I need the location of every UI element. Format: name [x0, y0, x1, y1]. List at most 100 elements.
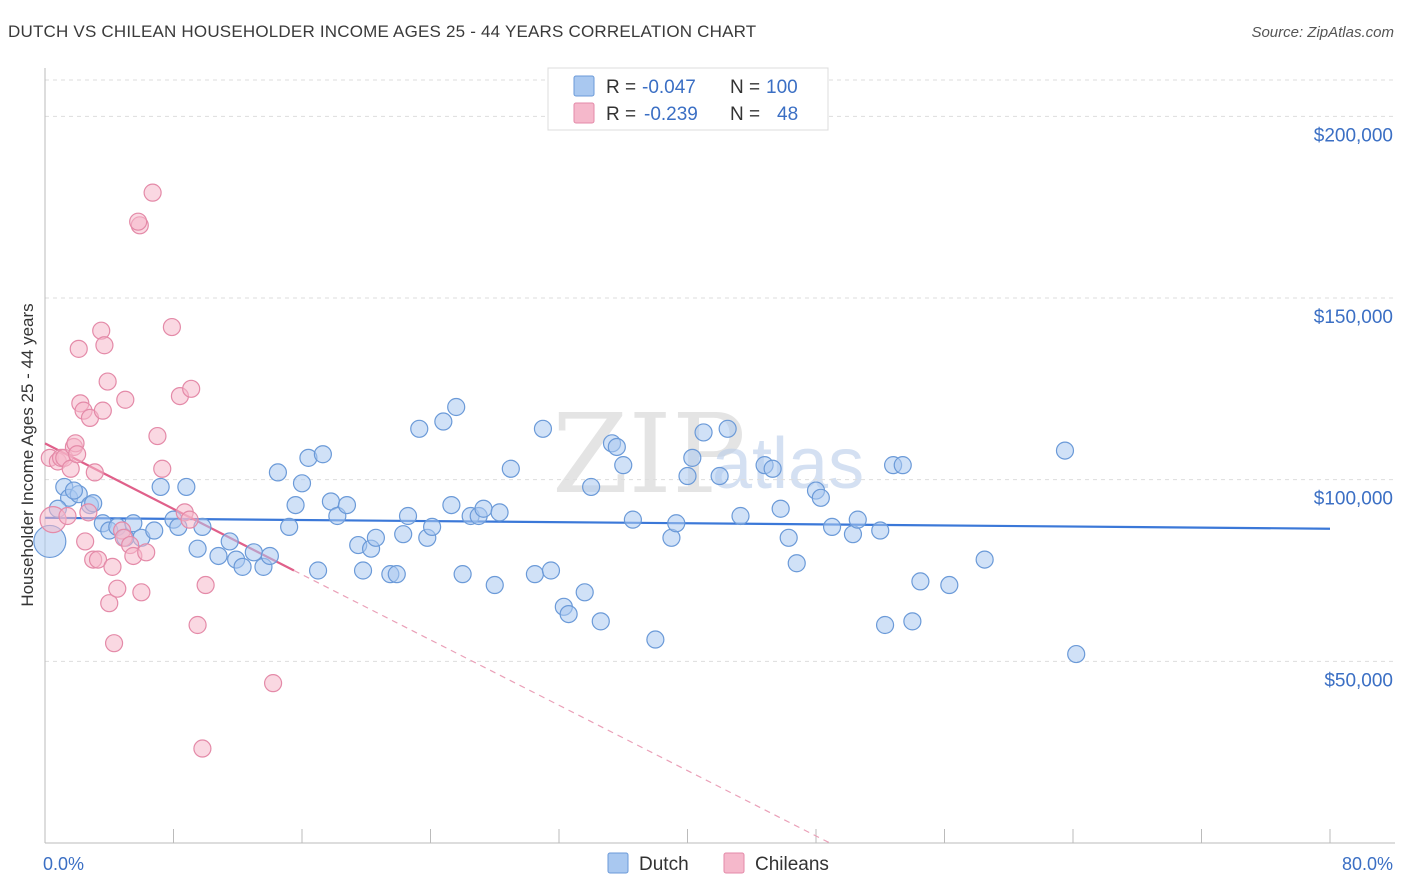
chilean-point — [153, 459, 172, 478]
chilean-point — [182, 379, 201, 398]
bottom-legend: Dutch Chileans — [607, 852, 829, 875]
dutch-point — [366, 528, 385, 547]
chilean-point — [132, 583, 151, 602]
chilean-point — [143, 183, 162, 202]
legend-r-value-chileans: -0.239 — [644, 104, 698, 125]
legend-n-value-dutch: 100 — [766, 77, 798, 98]
bottom-legend-swatch-chileans — [723, 852, 745, 874]
chilean-point — [88, 550, 108, 569]
dutch-point — [286, 496, 305, 515]
dutch-point — [280, 517, 299, 537]
dutch-point — [260, 546, 279, 566]
y-tick-label: $150,000 — [1314, 307, 1393, 328]
dutch-point — [308, 561, 328, 580]
legend-r-value-dutch: -0.047 — [642, 77, 696, 98]
dutch-point — [453, 565, 472, 584]
legend-n-label-dutch: N = — [730, 77, 760, 98]
dutch-point — [398, 506, 418, 526]
dutch-point — [292, 474, 312, 493]
dutch-point — [575, 583, 594, 602]
legend-r-label-dutch: R = — [606, 77, 636, 98]
dutch-point — [220, 532, 239, 551]
dutch-point — [848, 510, 867, 529]
chilean-point — [68, 445, 87, 464]
dutch-point — [591, 612, 610, 631]
dutch-point — [614, 456, 633, 475]
dutch-point — [771, 499, 790, 518]
dutch-point — [145, 521, 164, 540]
dutch-point — [975, 550, 994, 569]
chilean-point — [93, 401, 112, 420]
y-tick-label: $100,000 — [1314, 489, 1393, 510]
dutch-point — [244, 543, 263, 562]
dutch-point — [442, 496, 461, 515]
chilean-point — [58, 506, 77, 526]
dutch-point — [353, 561, 373, 580]
dutch-point — [268, 463, 288, 482]
dutch-point — [387, 565, 406, 584]
chilean-point — [188, 615, 207, 635]
dutch-point — [646, 630, 665, 649]
dutch-point — [394, 525, 413, 544]
dutch-point — [822, 517, 842, 537]
dutch-point — [64, 481, 84, 500]
dutch-point — [694, 423, 713, 442]
chilean-point — [79, 503, 98, 522]
legend-n-label-chileans: N = — [730, 104, 760, 125]
dutch-point — [533, 419, 553, 438]
chilean-point — [196, 575, 215, 595]
tick-labels: $50,000 $100,000 $150,000 $200,000 0.0% 80.0% — [43, 125, 1393, 874]
chilean-point — [263, 674, 283, 693]
dutch-point — [875, 615, 895, 635]
x-tick-label-start: 0.0% — [43, 854, 84, 874]
legend-swatch-chileans — [573, 102, 595, 124]
dutch-point — [582, 477, 601, 497]
dutch-point — [940, 575, 959, 595]
chilean-point — [103, 557, 122, 576]
dutch-point — [434, 412, 453, 431]
dutch-points — [33, 397, 1086, 664]
chilean-point — [116, 390, 135, 409]
bottom-legend-label-dutch: Dutch — [639, 854, 689, 875]
legend-r-label-chileans: R = — [606, 104, 636, 125]
dutch-point — [811, 488, 830, 507]
chilean-point — [148, 426, 167, 446]
dutch-point — [337, 496, 357, 515]
dutch-point — [410, 419, 429, 438]
dutch-point — [779, 528, 798, 547]
dutch-point — [474, 499, 493, 518]
chilean-point — [85, 463, 104, 482]
dutch-point — [233, 557, 252, 576]
watermark-atlas: atlas — [712, 424, 864, 504]
dutch-point — [911, 572, 930, 591]
dutch-point — [607, 437, 626, 457]
dutch-point — [559, 604, 578, 624]
chilean-point — [108, 579, 127, 598]
chilean-point — [76, 532, 95, 551]
chilean-point — [69, 339, 88, 358]
dutch-point — [447, 397, 466, 417]
dutch-point — [731, 506, 750, 526]
dutch-point — [903, 612, 922, 631]
chilean-point — [100, 594, 119, 613]
chilean-trend-extension — [293, 569, 831, 844]
dutch-point — [1055, 441, 1075, 460]
dutch-point — [718, 419, 737, 438]
dutch-point — [871, 521, 890, 540]
dutch-point — [490, 503, 509, 522]
chilean-point — [129, 212, 148, 231]
chilean-points — [39, 183, 283, 758]
dutch-point — [188, 539, 207, 558]
dutch-point — [151, 477, 170, 497]
dutch-point — [525, 565, 545, 584]
chilean-point — [180, 510, 199, 529]
dutch-point — [423, 517, 442, 537]
dutch-point — [623, 510, 642, 529]
chilean-point — [137, 543, 156, 562]
dutch-point — [1067, 644, 1086, 664]
chilean-point — [162, 317, 181, 337]
dutch-point — [710, 466, 729, 486]
y-axis-label: Householder Income Ages 25 - 44 years — [18, 303, 37, 606]
legend-n-value-chileans: 48 — [777, 104, 798, 125]
